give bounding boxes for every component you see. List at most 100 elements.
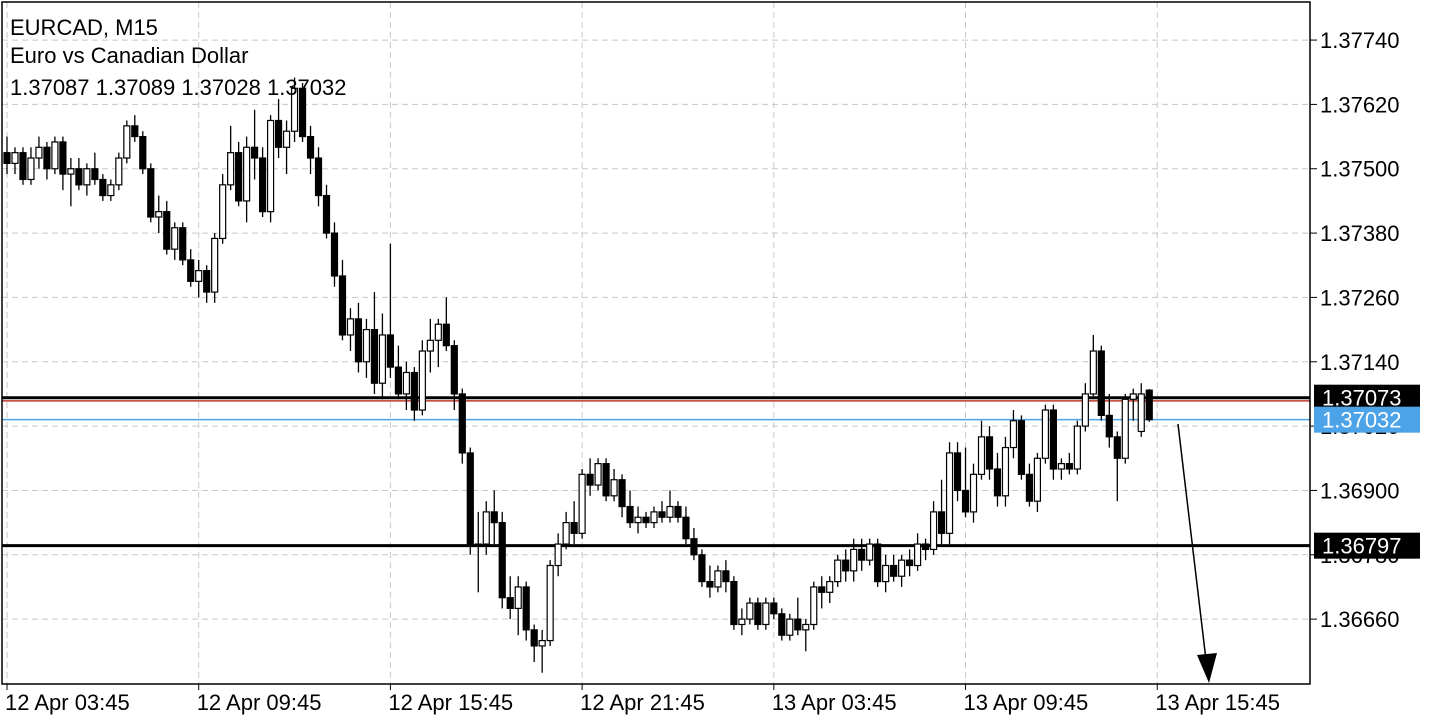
candle-body <box>290 87 299 132</box>
candle-body <box>1137 393 1145 433</box>
candle-body <box>107 184 115 197</box>
candle-body <box>666 505 674 518</box>
candle-body <box>1017 420 1026 475</box>
candle-body <box>219 184 227 240</box>
close-value: 1.37032 <box>267 75 347 100</box>
candle-body <box>738 618 746 626</box>
price-tag <box>1314 406 1420 433</box>
candle-body <box>306 135 315 159</box>
candle-body <box>1121 398 1129 459</box>
candle-body <box>418 350 426 411</box>
candle-body <box>490 511 498 524</box>
x-tick-label: 12 Apr 03:45 <box>5 690 130 715</box>
candle-body <box>969 473 978 513</box>
candle-body <box>19 152 27 181</box>
candle-body <box>243 146 251 202</box>
candle-body <box>458 393 466 454</box>
x-tick-label: 13 Apr 09:45 <box>964 690 1089 715</box>
candle-body <box>961 489 970 513</box>
candle-body <box>610 479 618 497</box>
candle-body <box>434 323 442 341</box>
candle-body <box>810 586 818 626</box>
y-tick-label: 1.37260 <box>1320 285 1400 310</box>
candle-body <box>1113 436 1121 459</box>
x-tick-label: 13 Apr 03:45 <box>772 690 897 715</box>
price-tag-label: 1.37032 <box>1322 408 1402 433</box>
candle-body <box>147 168 155 218</box>
candle-body <box>1105 414 1113 438</box>
price-tag <box>1314 532 1420 559</box>
candle-body <box>11 152 19 164</box>
candle-body <box>179 227 187 261</box>
candle-body <box>43 146 51 170</box>
candle-body <box>338 275 347 336</box>
candle-body <box>251 146 259 159</box>
candle-body <box>282 130 291 148</box>
candle-body <box>402 371 410 395</box>
ohlc-header: 1.37087 1.37089 1.37028 1.37032 <box>10 75 347 100</box>
candle-body <box>1073 425 1081 470</box>
candle-body <box>514 586 522 610</box>
candle-body <box>482 511 490 545</box>
candle-body <box>155 211 163 218</box>
candle-body <box>642 516 650 524</box>
open-value: 1.37087 <box>10 75 90 100</box>
candle-body <box>618 479 626 508</box>
y-tick-label: 1.37140 <box>1320 350 1400 375</box>
candle-body <box>714 570 722 588</box>
candle-body <box>75 168 83 186</box>
candle-body <box>99 178 107 197</box>
axes: 1.37740 1.37620 1.37500 1.37380 1.37260 1.371… <box>5 28 1420 715</box>
candle-body <box>362 328 371 363</box>
candle-body <box>378 334 387 384</box>
candle-body <box>546 564 554 642</box>
candle-body <box>921 543 930 551</box>
candle-body <box>826 580 834 593</box>
candle-body <box>634 516 642 524</box>
candle-body <box>211 237 219 293</box>
candle-body <box>3 152 11 164</box>
candle-body <box>866 543 874 561</box>
candle-body <box>802 623 810 631</box>
levels <box>2 396 1310 548</box>
candle-body <box>722 570 730 583</box>
candle-body <box>83 168 91 186</box>
candle-body <box>1145 389 1153 421</box>
x-tick-label: 12 Apr 21:45 <box>580 690 705 715</box>
y-tick-label: 1.37500 <box>1320 157 1400 182</box>
candle-body <box>187 259 195 282</box>
grid <box>2 2 1310 684</box>
candle-body <box>898 559 906 577</box>
candle-body <box>1009 420 1018 449</box>
arrow-head <box>1197 653 1217 683</box>
candles <box>3 77 1153 673</box>
candle-body <box>322 194 331 234</box>
candle-body <box>123 125 131 159</box>
candle-body <box>530 629 538 647</box>
candle-body <box>1129 393 1137 400</box>
candle-body <box>626 505 634 524</box>
candle-body <box>882 564 890 583</box>
candle-body <box>131 125 139 138</box>
candle-body <box>554 543 562 567</box>
price-tag-label: 1.37073 <box>1322 386 1402 411</box>
x-tick-label: 13 Apr 15:45 <box>1155 690 1280 715</box>
candle-body <box>1081 393 1089 427</box>
candle-body <box>953 452 962 492</box>
candle-body <box>818 586 826 593</box>
candle-body <box>850 548 858 572</box>
candle-body <box>578 473 586 534</box>
candle-body <box>410 371 418 411</box>
candle-body <box>266 119 275 213</box>
price-tag <box>1314 384 1420 411</box>
chart-subtitle: Euro vs Canadian Dollar <box>10 43 248 68</box>
candle-body <box>370 328 379 384</box>
candle-body <box>394 366 402 395</box>
candle-body <box>51 141 59 170</box>
candle-body <box>650 511 658 524</box>
candle-body <box>538 639 546 647</box>
candle-body <box>506 597 514 610</box>
candle-body <box>937 511 946 534</box>
candle-body <box>235 152 243 202</box>
